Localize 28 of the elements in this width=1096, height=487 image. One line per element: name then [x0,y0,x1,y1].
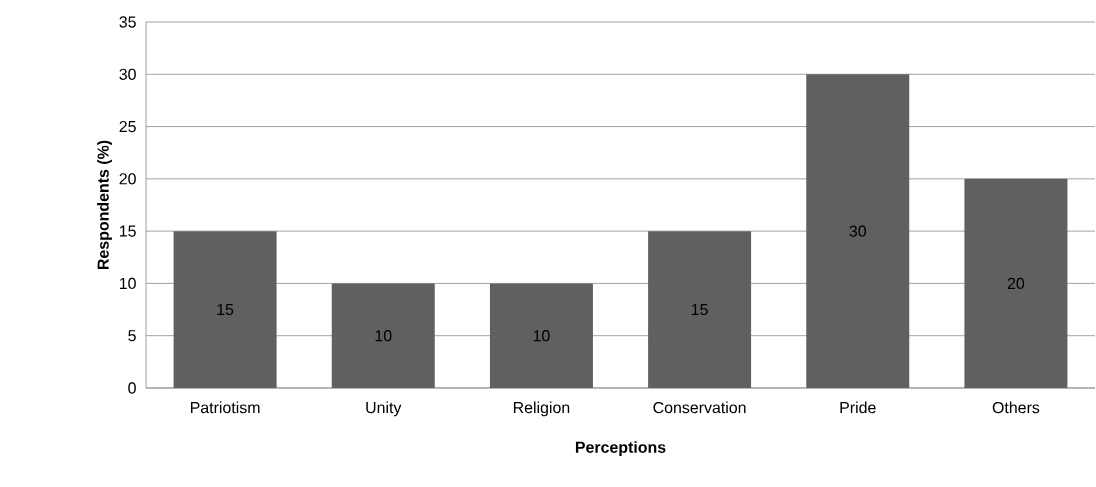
x-tick-label: Patriotism [190,401,260,414]
y-axis-title: Respondents (%) [97,140,112,270]
y-tick-label: 25 [119,120,136,133]
bar [964,178,1068,388]
x-tick-label: Conservation [653,401,746,414]
bar [331,283,435,388]
y-tick-label: 20 [119,173,136,185]
data-label: 15 [217,303,234,316]
bar [806,74,910,388]
x-tick-label: Religion [513,401,570,417]
data-label: 10 [533,330,550,342]
x-axis-title: Perceptions [575,441,666,457]
data-label: 30 [849,225,866,237]
y-tick-label: 0 [128,382,136,394]
y-tick-label: 5 [128,330,136,342]
x-tick-label: Others [992,401,1040,414]
y-tick-label: 10 [119,277,136,290]
data-label: 10 [375,330,392,342]
x-tick-label: Pride [840,401,876,414]
bar [489,283,593,388]
y-tick-label: 15 [119,225,136,237]
x-tick-label: Unity [366,401,402,417]
bar [648,231,752,388]
y-tick-label: 35 [119,16,136,28]
data-label: 20 [1007,277,1025,290]
y-tick-label: 30 [119,68,136,80]
data-label: 15 [691,303,708,316]
bar [173,231,277,388]
